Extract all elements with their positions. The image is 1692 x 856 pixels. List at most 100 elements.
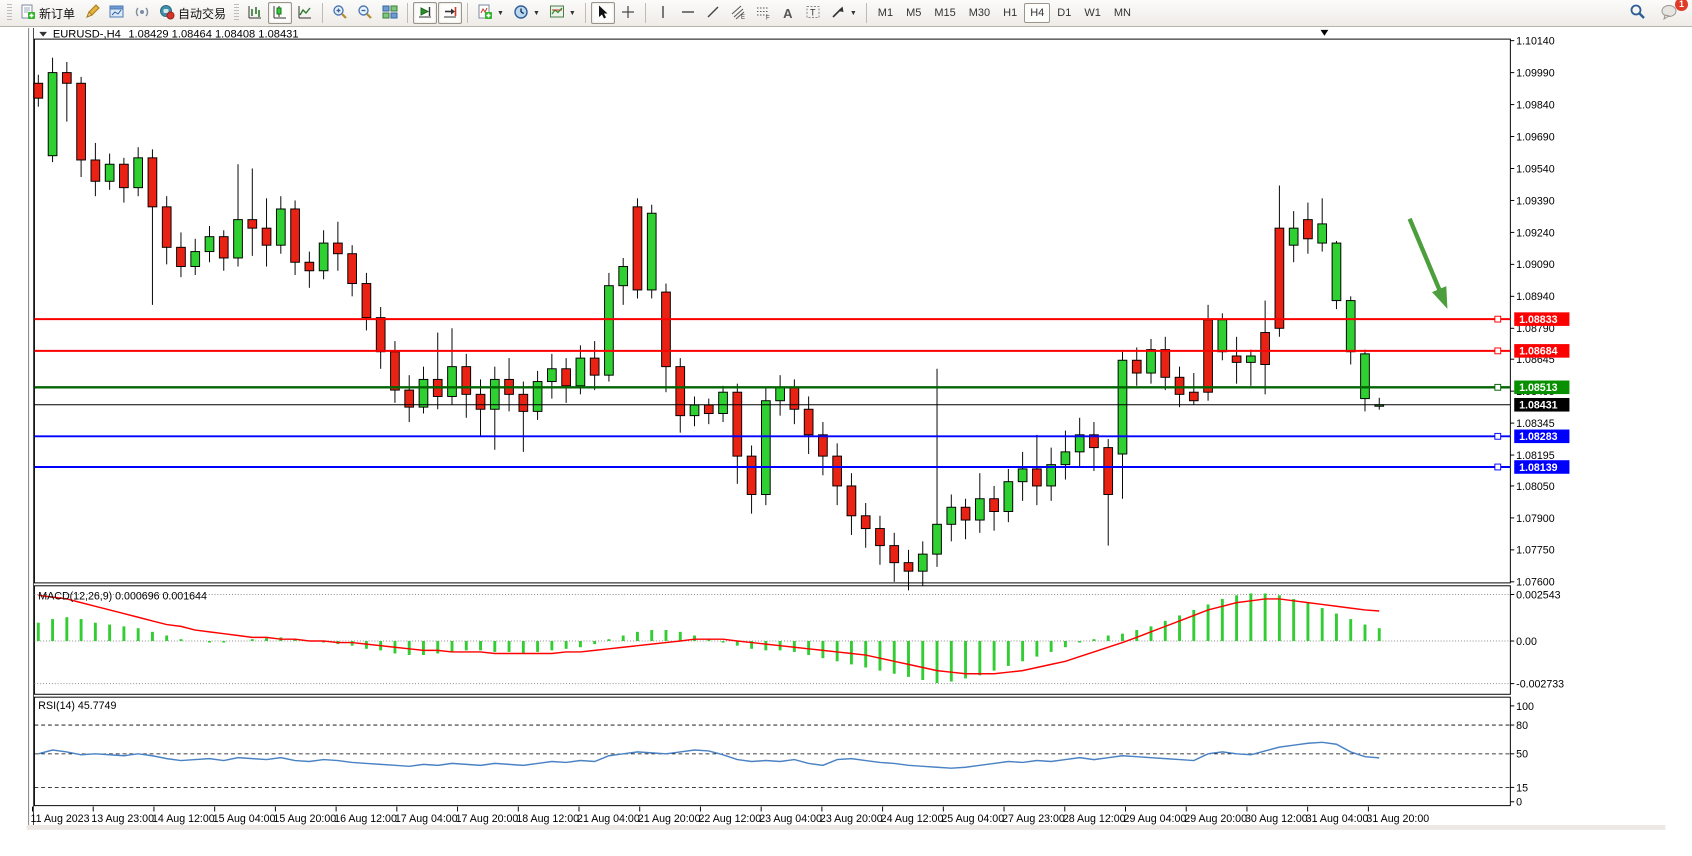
price-chip-label: 1.08833 (1519, 314, 1558, 326)
auto-scroll-button[interactable] (413, 2, 438, 24)
chevron-down-icon: ▼ (532, 9, 540, 17)
candle-body (604, 285, 614, 376)
candle-body (61, 72, 72, 84)
trend-arrow-annotation[interactable] (1407, 217, 1448, 309)
indicators-button[interactable]: ▼ (473, 2, 508, 24)
candle-body (1246, 355, 1256, 363)
periods-button[interactable]: ▼ (509, 2, 544, 24)
trendline-icon (705, 4, 721, 23)
search-button[interactable] (1625, 2, 1650, 24)
timeframe-w1[interactable]: W1 (1078, 3, 1107, 23)
templates-button[interactable]: ▼ (545, 2, 580, 24)
timeframe-mn[interactable]: MN (1108, 3, 1137, 23)
chart-shift-button[interactable] (438, 2, 463, 24)
candle-body (461, 366, 472, 395)
chart-window-button[interactable] (105, 2, 129, 24)
rsi-axis-label: 80 (1516, 720, 1528, 732)
price-chip (1514, 397, 1570, 412)
zoom-in-icon (332, 4, 348, 23)
timeframe-m1[interactable]: M1 (872, 3, 899, 23)
timeframe-h4[interactable]: H4 (1024, 3, 1051, 23)
vertical-line-tool-button[interactable] (651, 2, 675, 24)
candle-body (860, 515, 871, 530)
styler-button[interactable] (80, 2, 104, 24)
candle-body (176, 246, 186, 267)
toolbar-separator (467, 3, 469, 23)
timeframe-m30[interactable]: M30 (963, 3, 996, 23)
timeframe-h1[interactable]: H1 (997, 3, 1023, 23)
price-tick-label: 1.09090 (1516, 259, 1555, 271)
candle-body (290, 208, 300, 263)
fibonacci-tool-button[interactable]: F (751, 2, 775, 24)
candle-body (746, 455, 757, 495)
level-line-handle[interactable] (1494, 463, 1502, 471)
channel-tool-button[interactable]: E (726, 2, 750, 24)
time-axis-label: 13 Aug 23:00 (91, 813, 154, 825)
new-order-button[interactable]: 新订单 (16, 2, 79, 24)
chart-window-icon (109, 4, 125, 23)
price-tick-label: 1.08345 (1516, 418, 1555, 430)
toolbar-drag-handle[interactable] (7, 4, 12, 22)
zoom-out-button[interactable] (353, 2, 377, 24)
arrow-tool-icon (830, 4, 846, 23)
chart-shift-marker[interactable] (1320, 29, 1329, 36)
toolbar-separator (584, 3, 586, 23)
auto-trading-button[interactable]: 自动交易 (155, 2, 230, 24)
candle-body (133, 157, 144, 189)
trendline-tool-button[interactable] (701, 2, 725, 24)
candle-body (803, 408, 814, 436)
price-chip-label: 1.08513 (1519, 382, 1558, 394)
candle-body (875, 528, 885, 547)
new-order-icon (20, 4, 36, 23)
symbol-dropdown-icon[interactable] (39, 31, 48, 37)
level-line-handle[interactable] (1494, 347, 1502, 355)
line-chart-button[interactable] (293, 2, 317, 24)
text-tool-button[interactable]: A (776, 2, 800, 24)
candle-body (104, 163, 115, 182)
price-chip (1514, 429, 1570, 444)
price-tick-label: 1.09690 (1516, 131, 1555, 143)
time-axis-label: 18 Aug 12:00 (516, 813, 579, 825)
time-axis-label: 29 Aug 04:00 (1124, 813, 1187, 825)
timeframe-m15[interactable]: M15 (928, 3, 961, 23)
time-axis-label: 24 Aug 12:00 (881, 813, 944, 825)
community-chat-button[interactable] (1656, 2, 1682, 24)
chart-area[interactable]: 1.10140 1.09990 1.09840 1.09690 1.09540 1.093… (0, 27, 1692, 856)
new-order-label: 新订单 (39, 6, 76, 21)
level-line-handle[interactable] (1494, 315, 1502, 323)
chart-title-group: EURUSD-,H4 1.08429 1.08464 1.08408 1.0843… (39, 29, 299, 41)
price-tick-label: 1.07750 (1516, 545, 1555, 557)
crosshair-tool-button[interactable] (616, 2, 640, 24)
chat-bubble-icon (1660, 3, 1678, 23)
time-axis-label: 27 Aug 23:00 (1002, 813, 1065, 825)
candle-body (1074, 434, 1085, 453)
horizontal-level-lines[interactable]: 1.08833 1.08684 1.08513 1.08431 1.08283 1.081… (34, 312, 1570, 474)
panel-frame (33, 696, 1511, 807)
signal-icon-button[interactable] (130, 2, 154, 24)
candle-body (119, 163, 129, 189)
level-line-handle[interactable] (1494, 383, 1502, 391)
timeframe-d1[interactable]: D1 (1051, 3, 1077, 23)
tile-windows-button[interactable] (378, 2, 402, 24)
arrows-tool-button[interactable]: ▼ (826, 2, 861, 24)
level-line-handle[interactable] (1494, 432, 1502, 440)
candle-body (718, 391, 728, 414)
price-tick-label: 1.09840 (1516, 99, 1555, 111)
zoom-in-button[interactable] (328, 2, 352, 24)
candle-body (589, 357, 600, 376)
label-tool-button[interactable]: T (801, 2, 825, 24)
cursor-tool-button[interactable] (590, 2, 615, 24)
horizontal-line-tool-button[interactable] (676, 2, 700, 24)
tile-windows-icon (382, 4, 398, 23)
candle-body (675, 366, 686, 417)
toolbar-drag-handle[interactable] (234, 4, 240, 22)
candlestick-chart-button[interactable] (268, 2, 293, 24)
vertical-line-icon (655, 4, 671, 23)
timeframe-m5[interactable]: M5 (900, 3, 927, 23)
candle-body (960, 506, 971, 521)
bar-chart-button[interactable] (243, 2, 267, 24)
time-axis-label: 30 Aug 12:00 (1245, 813, 1308, 825)
price-chip (1514, 380, 1570, 395)
candle-body (304, 261, 315, 272)
